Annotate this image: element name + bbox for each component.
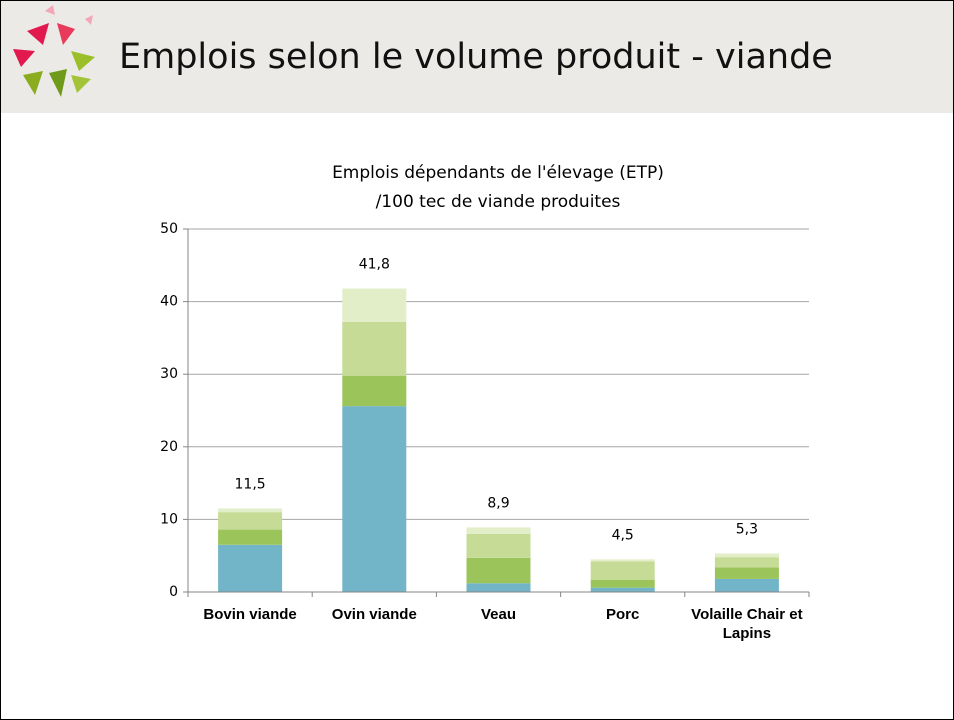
bar-segment — [467, 558, 531, 583]
bar-segment — [591, 580, 655, 588]
x-tick-label: Bovin viande — [190, 605, 310, 624]
total-label: 11,5 — [235, 477, 266, 493]
bar-segment — [218, 509, 282, 513]
bar-segment — [715, 567, 779, 579]
slide: Emplois selon le volume produit - viande… — [0, 0, 954, 720]
bar-segment — [218, 545, 282, 592]
total-label: 41,8 — [359, 257, 390, 273]
y-tick-label: 40 — [160, 294, 178, 310]
x-tick-label: Porc — [563, 605, 683, 624]
total-label: 5,3 — [736, 522, 758, 538]
bar-segment — [715, 557, 779, 567]
total-label: 4,5 — [612, 527, 634, 543]
bar-segment — [467, 527, 531, 534]
y-tick-label: 0 — [169, 584, 178, 600]
bar-segment — [342, 376, 406, 406]
y-tick-label: 50 — [160, 221, 178, 237]
chart-title: /100 tec de viande produites — [376, 192, 621, 212]
x-tick-label: Volaille Chair et Lapins — [687, 605, 807, 643]
bar-segment — [467, 534, 531, 558]
bar-segment — [591, 562, 655, 580]
total-label: 8,9 — [487, 495, 509, 511]
y-tick-label: 10 — [160, 511, 178, 527]
bar-segment — [715, 579, 779, 592]
bar-segment — [591, 559, 655, 561]
bar-segment — [342, 289, 406, 322]
x-tick-label: Ovin viande — [314, 605, 434, 624]
bar-segment — [218, 512, 282, 529]
bar-segment — [467, 583, 531, 592]
x-tick-label: Veau — [439, 605, 559, 624]
chart-title: Emplois dépendants de l'élevage (ETP) — [332, 163, 664, 183]
bar-segment — [715, 554, 779, 558]
y-tick-label: 30 — [160, 366, 178, 382]
bar-segment — [591, 588, 655, 592]
bar-segment — [342, 406, 406, 592]
y-tick-label: 20 — [160, 439, 178, 455]
bar-segment — [342, 322, 406, 376]
bar-segment — [218, 530, 282, 545]
